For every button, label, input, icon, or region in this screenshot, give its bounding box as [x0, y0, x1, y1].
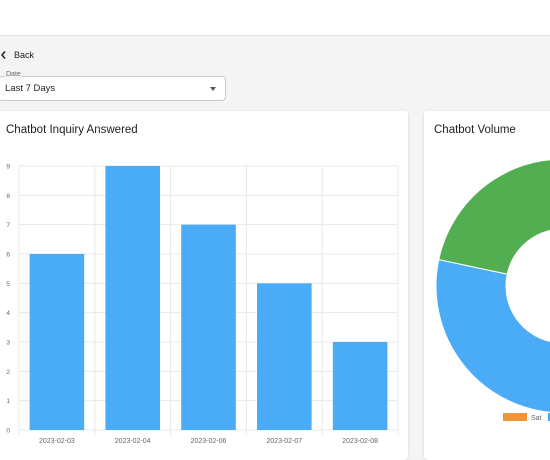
donut-chart-title: Chatbot Volume	[434, 124, 516, 136]
x-tick-label: 2023-02-07	[266, 438, 302, 445]
donut-chart: Sat	[435, 159, 550, 422]
x-tick-label: 2023-02-03	[39, 438, 75, 445]
legend-swatch	[503, 413, 527, 421]
x-tick-label: 2023-02-08	[342, 438, 378, 445]
bar	[332, 342, 388, 430]
y-tick-label: 6	[6, 252, 10, 259]
x-tick-label: 2023-02-04	[115, 438, 151, 445]
y-tick-label: 9	[6, 164, 10, 171]
bar-chart-title: Chatbot Inquiry Answered	[6, 124, 138, 136]
bar	[257, 283, 312, 430]
back-label: Back	[14, 50, 35, 60]
y-tick-label: 8	[6, 193, 10, 200]
y-tick-label: 4	[6, 310, 10, 317]
y-tick-label: 3	[6, 340, 10, 347]
chatbot-inquiry-card: Chatbot Inquiry Answered 0 1 2 3 4 5 6 7 8 9 2023-…	[0, 111, 408, 460]
bar	[181, 224, 236, 430]
top-app-bar	[0, 0, 550, 36]
bar	[105, 166, 160, 430]
y-tick-label: 5	[6, 281, 10, 288]
x-tick-label: 2023-02-06	[191, 438, 227, 445]
date-range-select[interactable]: Date Last 7 Days	[0, 70, 226, 101]
chevron-left-icon	[0, 47, 10, 63]
y-tick-label: 7	[6, 222, 10, 229]
donut-slice	[438, 159, 550, 275]
legend-label: Sat	[531, 415, 542, 422]
bar	[29, 254, 85, 430]
y-tick-label: 1	[6, 398, 10, 405]
bar-chart: 0 1 2 3 4 5 6 7 8 9 2023-02-03 2023-02-04 2023-02-06…	[6, 164, 399, 445]
donut-slice	[435, 259, 550, 413]
legend-swatch	[548, 413, 550, 421]
back-button[interactable]: Back	[0, 47, 34, 63]
y-tick-label: 0	[6, 428, 10, 435]
chatbot-volume-card: Chatbot Volume Sat	[424, 111, 550, 460]
y-tick-label: 2	[6, 369, 10, 376]
date-select-label: Date	[5, 70, 22, 80]
date-select-value: Last 7 Days	[5, 83, 56, 94]
caret-down-icon	[210, 87, 216, 91]
